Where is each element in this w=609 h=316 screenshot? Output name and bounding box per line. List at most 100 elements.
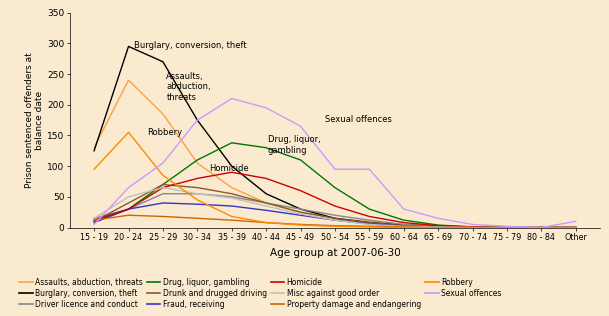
Assaults, abduction, threats [434,224,442,228]
Misc against good order [125,195,132,199]
Property damage and endangering [160,215,167,218]
Sexual offences [262,106,270,110]
Misc against good order [160,186,167,190]
Fraud, receiving [194,202,201,206]
Burglary, conversion, theft [331,216,339,220]
Drunk and drugged driving [125,201,132,205]
Assaults, abduction, threats [91,146,98,149]
Property damage and endangering [503,226,510,229]
Fraud, receiving [434,225,442,229]
Line: Drunk and drugged driving: Drunk and drugged driving [94,185,576,228]
Property damage and endangering [125,213,132,217]
Drunk and drugged driving [262,201,270,205]
Burglary, conversion, theft [434,224,442,228]
Burglary, conversion, theft [297,207,304,211]
Robbery [262,221,270,224]
Line: Drug, liquor, gambling: Drug, liquor, gambling [94,143,576,228]
Assaults, abduction, threats [160,112,167,116]
Robbery [125,131,132,134]
Robbery [194,198,201,202]
Text: Sexual offences: Sexual offences [325,115,392,124]
Drunk and drugged driving [194,186,201,190]
Burglary, conversion, theft [469,225,476,229]
Drug, liquor, gambling [194,158,201,162]
Sexual offences [160,161,167,165]
Misc against good order [297,212,304,216]
Property damage and endangering [297,222,304,226]
Text: Homicide: Homicide [209,164,249,173]
Drunk and drugged driving [572,226,579,229]
Text: Robbery: Robbery [147,128,183,137]
Legend: Assaults, abduction, threats, Burglary, conversion, theft, Driver licence and co: Assaults, abduction, threats, Burglary, … [16,275,504,312]
Property damage and endangering [365,224,373,228]
Fraud, receiving [125,207,132,211]
Driver licence and conduct [125,207,132,211]
Fraud, receiving [262,209,270,212]
Drunk and drugged driving [91,220,98,223]
Driver licence and conduct [434,224,442,228]
Driver licence and conduct [365,218,373,222]
Robbery [160,173,167,177]
Robbery [469,226,476,229]
Drunk and drugged driving [331,216,339,220]
Misc against good order [262,204,270,208]
Sexual offences [365,167,373,171]
Burglary, conversion, theft [91,149,98,153]
Property damage and endangering [572,226,579,229]
Sexual offences [434,216,442,220]
Homicide [297,189,304,192]
Line: Fraud, receiving: Fraud, receiving [94,203,576,228]
Assaults, abduction, threats [194,161,201,165]
X-axis label: Age group at 2007-06-30: Age group at 2007-06-30 [270,248,400,258]
Drug, liquor, gambling [434,223,442,227]
Driver licence and conduct [331,213,339,217]
Sexual offences [503,224,510,228]
Homicide [469,225,476,229]
Sexual offences [572,220,579,223]
Drunk and drugged driving [365,221,373,224]
Assaults, abduction, threats [538,226,545,229]
Drunk and drugged driving [434,225,442,229]
Drug, liquor, gambling [503,226,510,229]
Homicide [194,177,201,180]
Robbery [365,225,373,229]
Burglary, conversion, theft [365,221,373,224]
Property damage and endangering [262,221,270,224]
Assaults, abduction, threats [572,226,579,229]
Robbery [434,226,442,229]
Burglary, conversion, theft [160,60,167,64]
Driver licence and conduct [194,192,201,196]
Assaults, abduction, threats [125,78,132,82]
Burglary, conversion, theft [194,118,201,122]
Driver licence and conduct [503,226,510,229]
Sexual offences [125,186,132,190]
Property damage and endangering [194,216,201,220]
Driver licence and conduct [160,192,167,196]
Driver licence and conduct [572,226,579,229]
Homicide [572,226,579,229]
Sexual offences [91,222,98,226]
Burglary, conversion, theft [503,226,510,229]
Drunk and drugged driving [538,226,545,229]
Drug, liquor, gambling [400,218,407,222]
Assaults, abduction, threats [331,216,339,220]
Sexual offences [400,207,407,211]
Drunk and drugged driving [160,183,167,186]
Homicide [125,207,132,211]
Drug, liquor, gambling [297,158,304,162]
Property damage and endangering [538,226,545,229]
Fraud, receiving [503,226,510,229]
Drug, liquor, gambling [365,207,373,211]
Homicide [434,224,442,228]
Text: Burglary, conversion, theft: Burglary, conversion, theft [134,41,246,50]
Line: Burglary, conversion, theft: Burglary, conversion, theft [94,46,576,228]
Drug, liquor, gambling [572,226,579,229]
Fraud, receiving [365,222,373,226]
Driver licence and conduct [469,225,476,229]
Driver licence and conduct [91,216,98,220]
Fraud, receiving [160,201,167,205]
Sexual offences [331,167,339,171]
Misc against good order [572,226,579,229]
Burglary, conversion, theft [538,226,545,229]
Text: Drug, liquor,
gambling: Drug, liquor, gambling [268,135,320,155]
